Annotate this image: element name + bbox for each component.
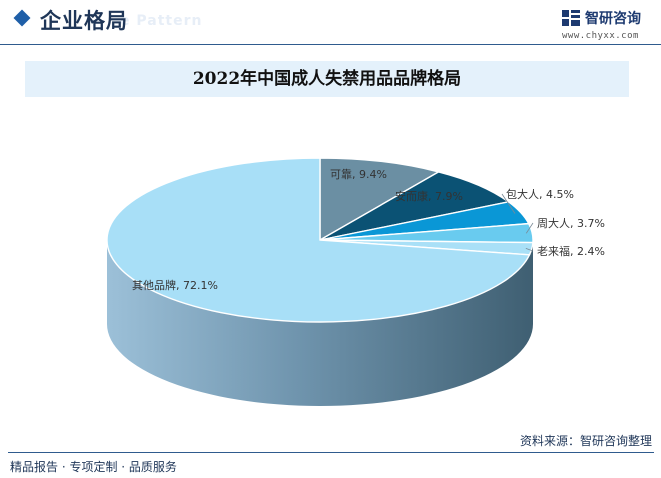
chart-title-band: 2022年中国成人失禁用品品牌格局 [25,61,629,97]
slice-2[interactable] [319,171,511,241]
slice-5-label: 老来福, 2.4% [537,244,605,258]
source-note: 资料来源：智研咨询整理 [519,434,652,448]
section-title: 企业格局 [40,9,128,33]
slice-6[interactable] [106,157,531,323]
logo-icon [562,10,580,26]
footer-tagline: 精品报告 · 专项定制 · 品质服务 [10,460,177,474]
slice-3-label: 包大人, 4.5% [506,187,574,201]
header: e Pattern 企业格局 智研咨询 www.chyxx.com [0,0,661,46]
chart-title: 2022年中国成人失禁用品品牌格局 [192,69,462,89]
slice-5-leader [525,248,534,252]
slice-2-label: 安而康, 7.9% [395,189,463,203]
slice-6-label: 其他品牌, 72.1% [132,278,218,292]
slice-3-leader [501,193,516,214]
slice-1[interactable] [319,157,441,242]
header-divider [0,44,661,45]
slice-1-label: 可靠, 9.4% [330,167,387,181]
logo-name: 智研咨询 [585,11,641,27]
pie-side-wall [107,240,533,406]
slice-4-label: 周大人, 3.7% [537,216,605,230]
pie-side-shape [107,240,533,406]
slice-4-leader [525,222,534,234]
header-ghost-text: e Pattern [120,13,203,29]
leader-lines [501,193,534,252]
footer-divider [8,452,654,453]
pie-top-face [106,157,534,323]
logo-url[interactable]: www.chyxx.com [562,31,639,41]
slice-labels: 可靠, 9.4% 安而康, 7.9% 包大人, 4.5% 周大人, 3.7% 老来福, … [132,167,605,292]
